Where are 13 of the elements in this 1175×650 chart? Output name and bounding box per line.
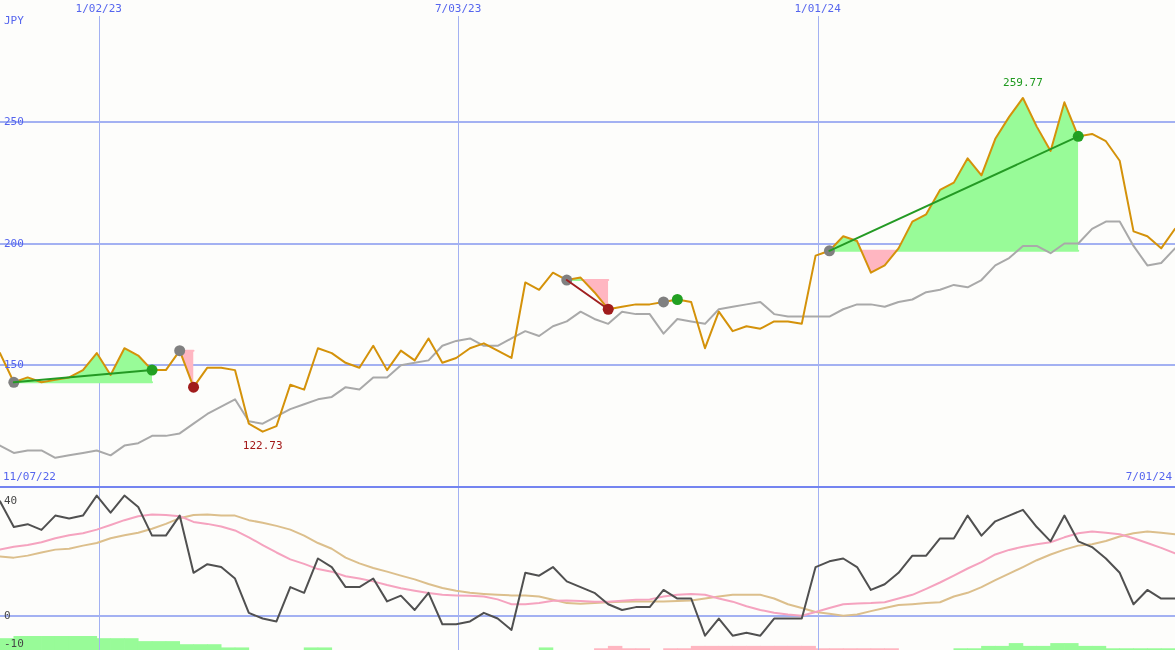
annotation: 7/01/24: [1125, 469, 1173, 483]
x-tick-label: 1/02/23: [75, 1, 122, 15]
y-tick-label: -10: [4, 636, 24, 650]
y-tick-label: 0: [4, 608, 11, 622]
y-tick-label: 250: [4, 114, 24, 128]
x-tick-label: 7/03/23: [434, 1, 482, 15]
annotation: 11/07/22: [3, 469, 56, 483]
y-axis-title: JPY: [4, 13, 25, 27]
y-tick-label: 200: [4, 236, 24, 250]
x-tick-label: 1/01/24: [794, 1, 842, 15]
data-label: 259.77: [1003, 76, 1043, 90]
data-label: 122.73: [242, 439, 283, 453]
y-tick-label: 40: [4, 493, 18, 507]
